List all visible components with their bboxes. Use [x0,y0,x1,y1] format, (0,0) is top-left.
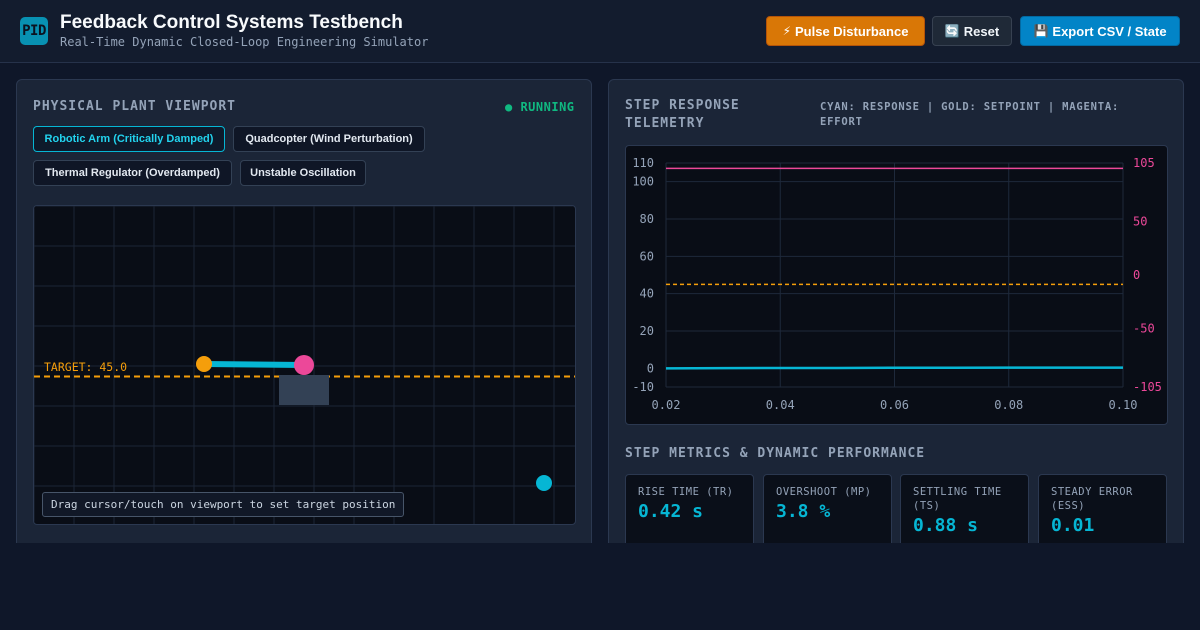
metric-value: 0.42 s [638,501,704,522]
export-csv-button[interactable]: 💾 Export CSV / State [1020,16,1180,46]
y-axis-tick-label: 80 [640,212,654,226]
telemetry-title-line2: TELEMETRY [625,116,705,131]
physical-plant-panel: PHYSICAL PLANT VIEWPORT ● RUNNING Roboti… [16,79,592,549]
tab-thermal-regulator[interactable]: Thermal Regulator (Overdamped) [33,160,232,186]
step-response-chart: 110 100 80 60 40 20 0 -10 105 50 0 -50 -105 0.02 0.04 0… [625,145,1168,425]
floppy-disk-icon: 💾 [1033,24,1049,38]
tab-unstable-oscillation[interactable]: Unstable Oscillation [240,160,366,186]
app-header: PID Feedback Control Systems Testbench R… [0,0,1200,63]
y-axis-tick-label: 20 [640,324,654,338]
lightning-icon: ⚡ [782,24,791,38]
metric-label: STEADY ERROR (ESS) [1051,486,1133,512]
arm-joint [196,356,212,372]
x-axis-tick-label: 0.10 [1109,398,1138,412]
chart-legend: CYAN: RESPONSE | GOLD: SETPOINT | MAGENT… [820,101,1120,128]
metrics-title: STEP METRICS & DYNAMIC PERFORMANCE [625,446,926,461]
plant-viewport-canvas[interactable]: TARGET: 45.0 [34,206,576,525]
disturbance-particle [536,475,552,491]
metric-settling-time: SETTLING TIME (TS) 0.88 s [900,474,1029,554]
metric-overshoot: OVERSHOOT (MP) 3.8 % [763,474,892,554]
target-label: TARGET: 45.0 [44,360,127,374]
y-axis-tick-label: -10 [632,380,654,394]
y-axis-tick-label: 110 [632,156,654,170]
arm-end-effector[interactable] [294,355,314,375]
app-subtitle: Real-Time Dynamic Closed-Loop Engineerin… [60,35,429,49]
y-axis-tick-label: 100 [632,175,654,189]
x-axis-tick-label: 0.06 [880,398,909,412]
metric-label: OVERSHOOT (MP) [776,486,872,498]
x-axis-tick-label: 0.04 [766,398,795,412]
telemetry-panel: STEP RESPONSE TELEMETRY CYAN: RESPONSE |… [608,79,1184,554]
metric-rise-time: RISE TIME (TR) 0.42 s [625,474,754,554]
y2-axis-tick-label: 50 [1133,215,1147,229]
refresh-icon: 🔄 [944,24,960,38]
y-axis-tick-label: 60 [640,249,654,263]
x-axis-tick-label: 0.08 [994,398,1023,412]
pulse-disturbance-label: Pulse Disturbance [795,23,909,39]
pid-logo: PID [20,17,48,45]
metric-value: 0.01 [1051,515,1095,536]
y-axis-tick-label: 40 [640,287,654,301]
export-csv-label: Export CSV / State [1052,23,1167,39]
plant-viewport[interactable]: TARGET: 45.0 Drag cursor/touch on viewpo… [33,205,576,525]
tab-quadcopter[interactable]: Quadcopter (Wind Perturbation) [233,126,425,152]
step-response-plot: 110 100 80 60 40 20 0 -10 105 50 0 -50 -105 0.02 0.04 0… [632,156,1162,412]
metric-steady-error: STEADY ERROR (ESS) 0.01 [1038,474,1167,554]
y-axis-tick-label: 0 [647,361,654,375]
running-status-badge: ● RUNNING [505,100,575,114]
y2-axis-tick-label: -105 [1133,380,1162,394]
x-axis-tick-label: 0.02 [652,398,681,412]
pulse-disturbance-button[interactable]: ⚡ Pulse Disturbance [766,16,925,46]
metric-label: RISE TIME (TR) [638,486,734,498]
app-title: Feedback Control Systems Testbench [60,12,403,33]
tab-robotic-arm[interactable]: Robotic Arm (Critically Damped) [33,126,225,152]
y2-axis-tick-label: 0 [1133,268,1140,282]
y2-axis-tick-label: 105 [1133,156,1155,170]
telemetry-title-line1: STEP RESPONSE [625,98,740,113]
metric-value: 0.88 s [913,515,979,536]
plant-viewport-title: PHYSICAL PLANT VIEWPORT [33,99,237,114]
arm-base [279,375,329,405]
metric-label: SETTLING TIME (TS) [913,486,1002,512]
robotic-arm-link [201,361,307,368]
series-line-response [665,366,1123,370]
page-background [0,543,1200,630]
metric-value: 3.8 % [776,501,831,522]
reset-label: Reset [963,23,1000,39]
reset-button[interactable]: 🔄 Reset [932,16,1012,46]
y2-axis-tick-label: -50 [1133,321,1155,335]
viewport-hint: Drag cursor/touch on viewport to set tar… [42,492,405,517]
